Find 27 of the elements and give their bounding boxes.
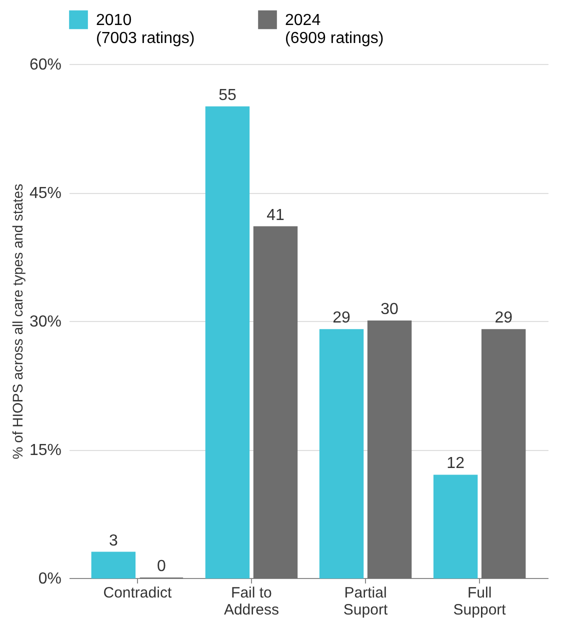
bar [205,106,250,578]
data-label: 0 [156,558,166,575]
data-label: 29 [332,310,351,327]
bar [253,226,298,578]
data-label: 30 [380,301,399,318]
x-tick-label: Fail to Address [224,584,279,618]
y-axis-title: % of HIOPS across all care types and states [9,184,26,460]
data-label: 55 [218,86,236,104]
y-tick-label: 60% [29,56,62,74]
bar [367,320,412,578]
bar [91,552,136,578]
bar [319,329,364,578]
data-label: 3 [108,532,118,550]
y-tick-label: 0% [38,570,62,588]
x-tick-label: Contradict [103,584,172,602]
y-tick-label: 15% [29,442,62,459]
data-label: 12 [446,455,465,472]
y-tick-label: 30% [29,314,62,330]
data-label: 41 [266,206,284,224]
legend-label: 2024 (6909 ratings) [285,12,384,47]
data-label: 29 [494,310,513,327]
bar [433,474,478,578]
x-tick-label: Full Support [453,584,507,618]
legend-label: 2010 (7003 ratings) [96,12,195,47]
bar [481,329,526,578]
y-tick-label: 45% [29,185,62,202]
x-tick-label: Partial Suport [343,584,388,618]
